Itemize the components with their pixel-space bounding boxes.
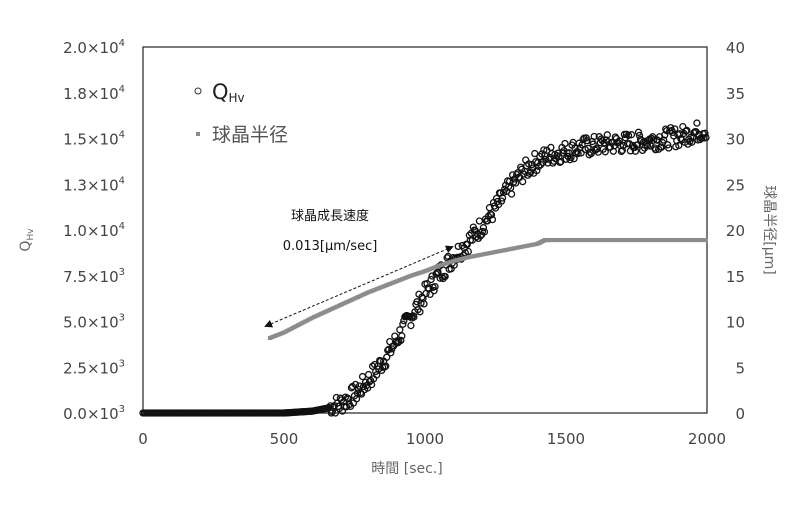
- qhv-point: [382, 362, 390, 370]
- qhv-point: [343, 394, 352, 402]
- qhv-point: [583, 136, 591, 145]
- qhv-point: [359, 382, 368, 391]
- left-tick-label: 7.5×103: [63, 267, 125, 286]
- left-tick-label: 1.5×104: [63, 130, 125, 149]
- qhv-point: [525, 160, 533, 168]
- left-tick-label: 0.0×103: [63, 404, 125, 423]
- qhv-point: [368, 362, 377, 370]
- qhv-point: [658, 143, 666, 151]
- right-tick-label: 40: [726, 39, 745, 57]
- left-tick-label: 2.0×104: [63, 38, 125, 57]
- qhv-point: [634, 128, 643, 136]
- qhv-point: [523, 162, 531, 170]
- right-tick-label: 5: [735, 359, 745, 377]
- radius-point: [703, 238, 708, 243]
- right-tick-label: 35: [726, 85, 745, 103]
- qhv-point: [618, 146, 627, 154]
- qhv-point: [624, 131, 633, 140]
- qhv-point: [649, 136, 658, 144]
- y-axis-left-label: QHv: [18, 228, 36, 252]
- qhv-point: [483, 217, 492, 225]
- x-tick-label: 2000: [688, 430, 726, 448]
- right-tick-label: 20: [726, 222, 745, 240]
- y-axis-right-label: 球晶半径[μm]: [761, 185, 777, 274]
- qhv-point: [383, 353, 391, 361]
- qhv-point: [331, 409, 340, 417]
- qhv-point: [353, 389, 362, 397]
- qhv-point: [601, 148, 609, 156]
- qhv-point: [665, 144, 673, 152]
- qhv-point: [577, 149, 585, 157]
- qhv-point: [693, 119, 701, 127]
- annotation-rate: 0.013[μm/sec]: [283, 239, 378, 254]
- qhv-point: [376, 356, 384, 365]
- qhv-point: [407, 321, 415, 330]
- qhv-point: [464, 247, 472, 256]
- qhv-point: [488, 215, 497, 224]
- left-tick-label: 1.8×104: [63, 84, 125, 103]
- annotation-arrow: [264, 245, 454, 328]
- left-tick-label: 5.0×103: [63, 313, 125, 332]
- qhv-point: [397, 336, 405, 345]
- qhv-point: [387, 349, 395, 357]
- right-tick-label: 25: [726, 176, 745, 194]
- left-tick-label: 2.5×103: [63, 358, 125, 377]
- right-tick-label: 30: [726, 131, 745, 149]
- qhv-point: [556, 158, 564, 167]
- qhv-point: [535, 162, 543, 171]
- qhv-point: [701, 129, 709, 137]
- plot-frame: [142, 46, 708, 414]
- qhv-point: [533, 166, 541, 175]
- qhv-point: [519, 177, 527, 186]
- qhv-point: [627, 131, 636, 139]
- legend-marker-radius: [196, 132, 200, 136]
- qhv-point: [497, 197, 506, 205]
- qhv-point: [676, 130, 684, 138]
- qhv-point: [554, 149, 562, 157]
- qhv-point: [596, 138, 604, 147]
- right-tick-label: 15: [726, 268, 745, 286]
- qhv-point: [646, 142, 655, 150]
- qhv-point: [677, 135, 685, 143]
- left-tick-label: 1.3×104: [63, 175, 125, 194]
- right-tick-label: 10: [726, 314, 745, 332]
- qhv-point: [590, 132, 598, 141]
- qhv-point: [660, 136, 668, 144]
- qhv-point: [526, 169, 534, 178]
- qhv-point: [355, 382, 364, 390]
- qhv-point: [487, 211, 496, 219]
- qhv-point: [480, 228, 489, 236]
- qhv-point: [633, 141, 642, 149]
- qhv-point: [702, 133, 710, 142]
- left-tick-label: 1.0×104: [63, 221, 125, 240]
- qhv-point: [675, 141, 683, 150]
- qhv-point: [479, 224, 488, 232]
- qhv-point: [398, 332, 406, 340]
- qhv-point: [603, 131, 611, 139]
- qhv-point: [688, 138, 696, 146]
- qhv-point: [683, 126, 691, 135]
- x-tick-label: 1000: [406, 430, 444, 448]
- right-tick-label: 0: [735, 405, 745, 423]
- qhv-point: [671, 125, 679, 133]
- qhv-point: [561, 139, 569, 148]
- qhv-point: [664, 141, 672, 149]
- legend-label-qhv: QHv: [212, 80, 245, 105]
- qhv-point: [542, 155, 550, 164]
- x-tick-label: 500: [270, 430, 299, 448]
- qhv-point: [511, 179, 520, 187]
- legend-label-radius: 球晶半径: [212, 124, 288, 146]
- annotation-title: 球晶成長速度: [291, 208, 369, 224]
- qhv-point: [615, 137, 624, 145]
- qhv-point: [475, 217, 484, 225]
- legend-marker-qhv: [194, 87, 202, 95]
- x-axis-label: 時間 [sec.]: [371, 461, 442, 477]
- qhv-point: [507, 190, 516, 198]
- qhv-point: [358, 372, 367, 381]
- x-tick-label: 0: [138, 430, 148, 448]
- x-tick-label: 1500: [547, 430, 585, 448]
